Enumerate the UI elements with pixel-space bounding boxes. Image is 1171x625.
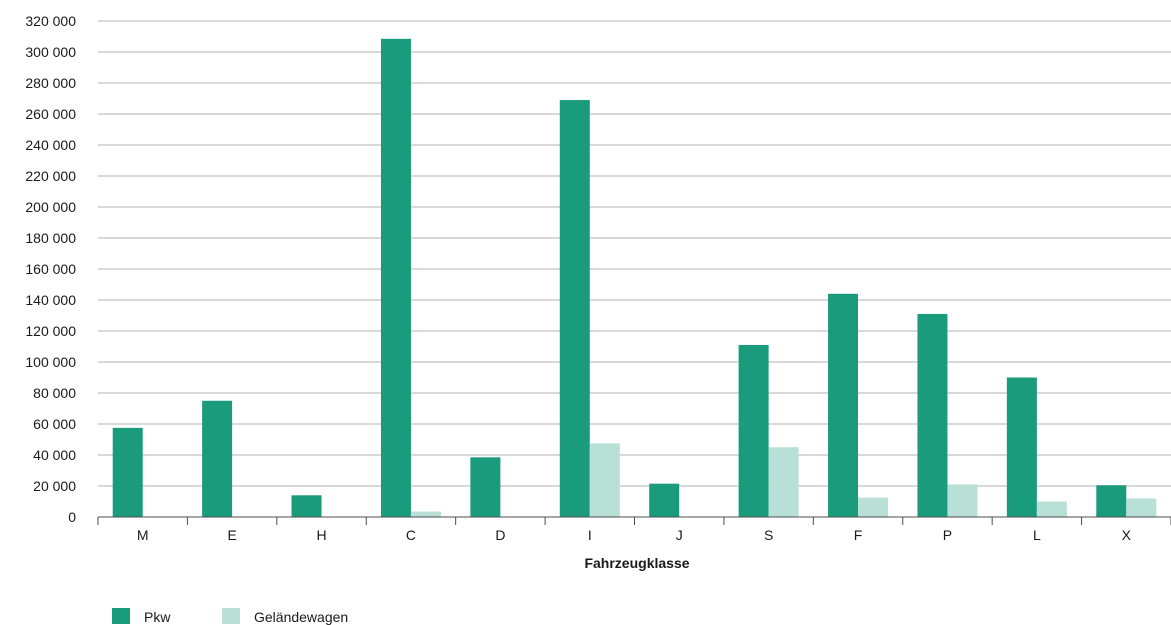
y-tick-labels: 0 20 000 40 000 60 000 80 000 100 000 120 000 1… [25,13,76,525]
bar-pkw-h [291,495,322,517]
y-tick-label: 320 000 [25,13,76,29]
bar-gel-ndewagen-x [1126,498,1157,517]
x-tick-label: S [764,527,773,543]
bar-pkw-s [738,344,769,517]
y-tick-label: 80 000 [33,385,76,401]
bar-pkw-p [917,313,948,517]
y-tick-label: 280 000 [25,75,76,91]
bar-pkw-f [828,293,859,517]
bar-pkw-j [649,483,680,517]
y-tick-label: 260 000 [25,106,76,122]
bar-gel-ndewagen-l [1036,501,1067,517]
bar-gel-ndewagen-s [768,447,799,517]
y-tick-label: 300 000 [25,44,76,60]
bar-pkw-l [1006,377,1037,517]
bar-gel-ndewagen-f [858,497,889,517]
y-tick-label: 180 000 [25,230,76,246]
bar-gel-ndewagen-i [589,443,620,517]
bar-gel-ndewagen-p [947,484,978,517]
x-tick-label: I [588,527,592,543]
x-axis-title: Fahrzeugklasse [584,555,689,571]
legend-label: Geländewagen [254,609,348,625]
bar-gel-ndewagen-c [410,511,441,517]
gridlines [98,20,1171,487]
x-tick-label: L [1033,527,1041,543]
x-tick-label: J [676,527,683,543]
x-tick-label: P [943,527,952,543]
y-tick-label: 60 000 [33,416,76,432]
x-tick-label: C [406,527,416,543]
axes [97,516,1171,525]
y-tick-label: 200 000 [25,199,76,215]
x-tick-label: H [316,527,326,543]
bars [112,38,1157,518]
x-tick-label: X [1122,527,1132,543]
bar-pkw-d [470,457,501,517]
legend-label: Pkw [144,609,171,625]
y-tick-label: 160 000 [25,261,76,277]
legend-swatch [112,608,130,624]
y-tick-label: 20 000 [33,478,76,494]
y-tick-label: 0 [68,509,76,525]
bar-pkw-x [1096,485,1127,517]
x-tick-label: D [495,527,505,543]
legend-swatch [222,608,240,624]
x-tick-label: E [227,527,236,543]
x-tick-label: F [854,527,863,543]
y-tick-label: 100 000 [25,354,76,370]
bar-pkw-c [380,38,411,517]
x-tick-label: M [137,527,149,543]
bar-pkw-i [559,100,590,518]
y-tick-label: 140 000 [25,292,76,308]
bar-pkw-m [112,427,143,517]
y-tick-label: 240 000 [25,137,76,153]
y-tick-label: 40 000 [33,447,76,463]
y-tick-label: 120 000 [25,323,76,339]
legend: Pkw Geländewagen [112,608,348,625]
bar-pkw-e [202,400,233,517]
y-tick-label: 220 000 [25,168,76,184]
